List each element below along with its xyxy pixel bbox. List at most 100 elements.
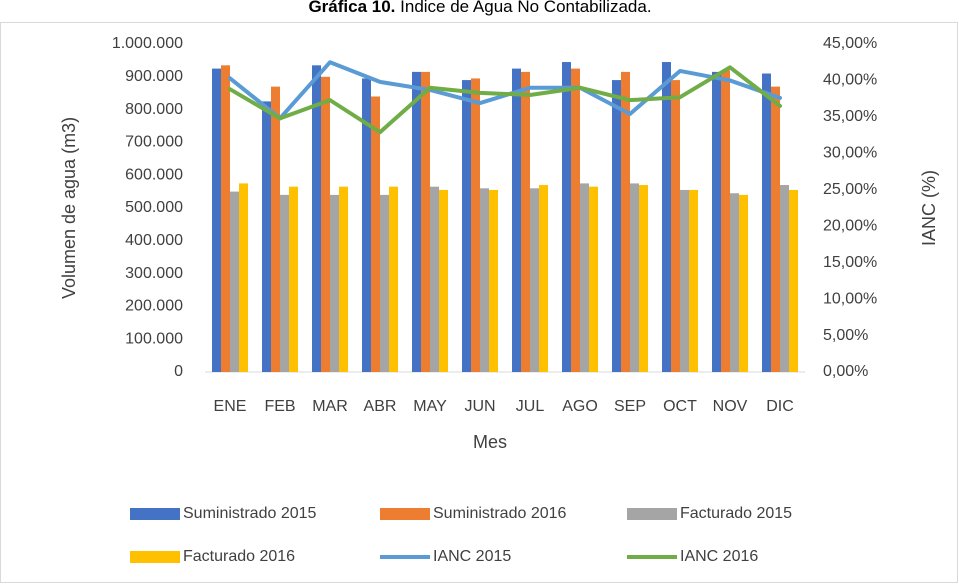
bar <box>389 186 398 372</box>
chart-title: Gráfica 10. Índice de Agua No Contabiliz… <box>308 0 651 16</box>
bar <box>571 68 580 372</box>
bar <box>489 189 498 372</box>
bar <box>689 189 698 372</box>
y-axis-label: Volumen de agua (m3) <box>59 117 79 299</box>
chart-border <box>0 22 958 583</box>
bar <box>530 188 539 372</box>
y-tick-label: 300.000 <box>125 265 183 282</box>
bar <box>580 183 589 372</box>
legend-swatch <box>130 508 180 520</box>
y-tick-label: 800.000 <box>125 101 183 118</box>
y2-tick-label: 10,00% <box>823 290 877 307</box>
bar <box>671 80 680 372</box>
y-tick-label: 500.000 <box>125 199 183 216</box>
title-text: Índice de Agua No Contabilizada. <box>400 0 651 16</box>
bar <box>471 78 480 372</box>
bar <box>780 185 789 372</box>
legend-label: Suministrado 2015 <box>183 505 317 522</box>
y2-tick-label: 25,00% <box>823 181 877 198</box>
bar <box>512 68 521 372</box>
bar <box>539 185 548 372</box>
bar <box>421 71 430 372</box>
bar <box>612 80 621 372</box>
bar <box>521 71 530 372</box>
x-tick-label: JUN <box>464 398 495 415</box>
bar <box>621 71 630 372</box>
y-tick-label: 100.000 <box>125 330 183 347</box>
bar <box>362 78 371 372</box>
x-tick-label: FEB <box>264 398 295 415</box>
y-tick-label: 0 <box>174 363 183 380</box>
legend-swatch <box>130 551 180 563</box>
y-tick-label: 200.000 <box>125 298 183 315</box>
bar <box>239 183 248 372</box>
y2-tick-label: 35,00% <box>823 108 877 125</box>
bar <box>280 194 289 372</box>
bar <box>462 80 471 372</box>
bar <box>412 71 421 372</box>
x-tick-label: MAR <box>312 398 348 415</box>
bar <box>430 186 439 372</box>
x-axis-label: Mes <box>473 432 507 452</box>
bar <box>730 193 739 372</box>
legend-label: Suministrado 2016 <box>433 505 567 522</box>
bar <box>380 194 389 372</box>
y-tick-label: 900.000 <box>125 68 183 85</box>
y2-tick-label: 30,00% <box>823 145 877 162</box>
y2-tick-label: 0,00% <box>823 363 868 380</box>
bar <box>771 86 780 372</box>
legend-label: IANC 2015 <box>433 548 511 565</box>
bar <box>271 86 280 372</box>
x-tick-label: AGO <box>562 398 598 415</box>
x-tick-label: JUL <box>516 398 545 415</box>
bar <box>439 189 448 372</box>
bar <box>562 62 571 372</box>
y-tick-label: 700.000 <box>125 134 183 151</box>
bar <box>212 68 221 372</box>
legend-label: IANC 2016 <box>680 548 758 565</box>
y-tick-label: 1.000.000 <box>112 35 183 52</box>
y2-tick-label: 15,00% <box>823 254 877 271</box>
y2-tick-label: 5,00% <box>823 327 868 344</box>
y-tick-label: 400.000 <box>125 232 183 249</box>
y2-axis-label: IANC (%) <box>919 170 939 246</box>
x-tick-label: ABR <box>364 398 397 415</box>
bar <box>721 70 730 373</box>
y2-tick-label: 40,00% <box>823 72 877 89</box>
bar <box>480 188 489 372</box>
bar <box>312 65 321 372</box>
legend-label: Facturado 2015 <box>680 505 792 522</box>
legend-swatch <box>380 508 430 520</box>
line-series <box>228 65 782 135</box>
x-tick-label: NOV <box>713 398 748 415</box>
bar <box>589 186 598 372</box>
bar <box>321 76 330 373</box>
bar <box>680 189 689 372</box>
bar <box>789 189 798 372</box>
title-prefix: Gráfica 10. <box>308 0 395 16</box>
x-tick-label: SEP <box>614 398 646 415</box>
bar <box>712 71 721 372</box>
bar <box>739 194 748 372</box>
bar <box>371 96 380 372</box>
legend-label: Facturado 2016 <box>183 548 295 565</box>
y2-tick-label: 20,00% <box>823 217 877 234</box>
x-tick-label: DIC <box>766 398 794 415</box>
bar <box>330 194 339 372</box>
y2-tick-label: 45,00% <box>823 35 877 52</box>
x-tick-label: ENE <box>214 398 247 415</box>
y-tick-label: 600.000 <box>125 166 183 183</box>
bar <box>662 62 671 372</box>
bar <box>630 183 639 372</box>
legend-swatch <box>627 508 677 520</box>
bar <box>639 185 648 372</box>
bar <box>762 73 771 373</box>
x-tick-label: MAY <box>413 398 447 415</box>
bar <box>230 191 239 372</box>
bar <box>289 186 298 372</box>
x-tick-label: OCT <box>663 398 697 415</box>
bar <box>339 186 348 372</box>
bar <box>262 101 271 373</box>
bar <box>221 65 230 372</box>
